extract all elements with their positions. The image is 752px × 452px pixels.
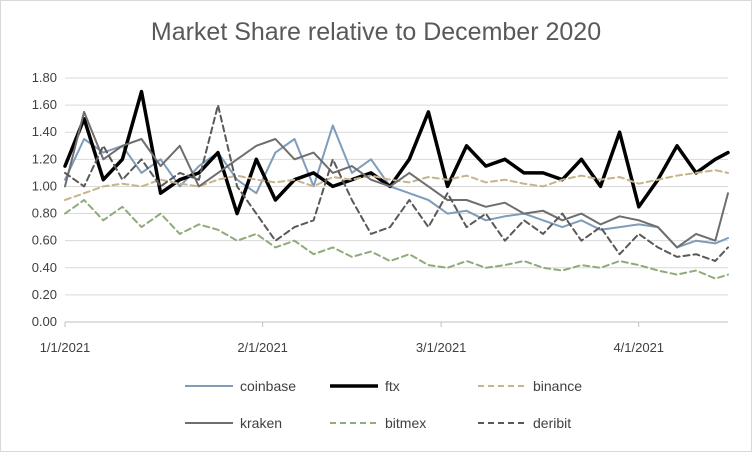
x-tick-label: 4/1/2021 xyxy=(613,340,664,355)
y-tick-label: 1.00 xyxy=(32,178,57,193)
legend: coinbase ftx binance kraken bitmex deribit xyxy=(185,378,582,431)
y-tick-label: 0.40 xyxy=(32,260,57,275)
legend-label-kraken: kraken xyxy=(240,415,282,431)
legend-label-ftx: ftx xyxy=(385,378,400,394)
y-tick-label: 1.80 xyxy=(32,70,57,85)
y-tick-label: 0.60 xyxy=(32,233,57,248)
y-tick-label: 1.40 xyxy=(32,124,57,139)
y-tick-label: 0.00 xyxy=(32,314,57,329)
legend-label-coinbase: coinbase xyxy=(240,378,296,394)
x-tick-label: 2/1/2021 xyxy=(237,340,288,355)
y-tick-label: 0.80 xyxy=(32,206,57,221)
x-tick-label: 3/1/2021 xyxy=(416,340,467,355)
series-line-ftx xyxy=(63,89,730,216)
grid-layer xyxy=(65,77,728,323)
legend-label-deribit: deribit xyxy=(533,415,571,431)
series-line-binance xyxy=(64,169,729,201)
series-line-deribit xyxy=(64,104,729,262)
x-tick-label: 1/1/2021 xyxy=(40,340,91,355)
chart-title: Market Share relative to December 2020 xyxy=(150,18,602,46)
axis-layer: 0.00 0.20 0.40 0.60 0.80 1.00 1.20 1.40 1.60 1.80… xyxy=(32,70,728,355)
series-line-bitmex xyxy=(64,199,729,280)
y-tick-label: 1.20 xyxy=(32,151,57,166)
legend-label-binance: binance xyxy=(533,378,582,394)
y-tick-label: 0.20 xyxy=(32,287,57,302)
series-line-kraken xyxy=(64,110,729,249)
series-layer xyxy=(63,89,730,280)
y-tick-label: 1.60 xyxy=(32,97,57,112)
legend-label-bitmex: bitmex xyxy=(385,415,426,431)
